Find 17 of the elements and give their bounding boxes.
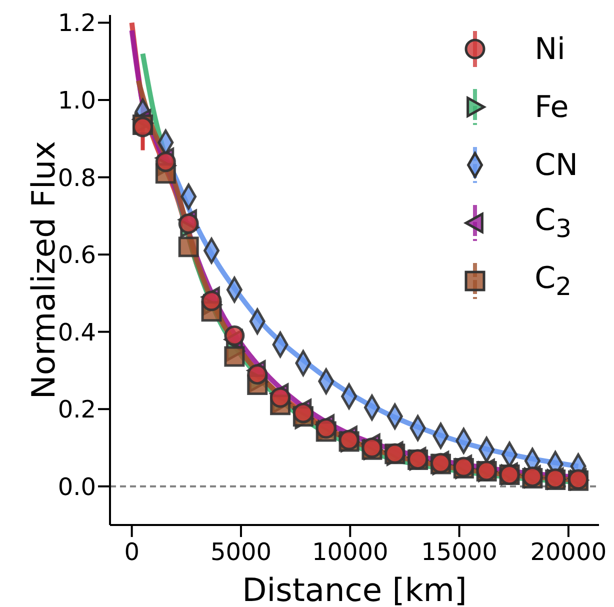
y-tick-label: 1.0 [58,86,96,115]
y-tick-label: 1.2 [58,9,96,38]
x-tick-label: 5000 [210,538,272,566]
legend-label: CN [534,148,578,182]
y-tick-label: 0.6 [58,241,96,270]
x-tick-label: 10000 [312,538,388,566]
x-tick-label: 0 [124,538,140,566]
y-tick-label: 0.0 [58,472,96,501]
x-tick-label: 15000 [421,538,498,566]
x-axis-title: Distance [km] [242,571,467,607]
y-tick-label: 0.8 [58,164,96,192]
legend-label: C$_{3}$ [534,203,572,243]
y-tick-label: 0.2 [58,396,96,424]
x-tick-label: 20000 [530,538,607,566]
legend-label: C$_{2}$ [534,261,572,301]
legend-label: Ni [534,32,566,66]
legend-label: Fe [534,90,569,124]
